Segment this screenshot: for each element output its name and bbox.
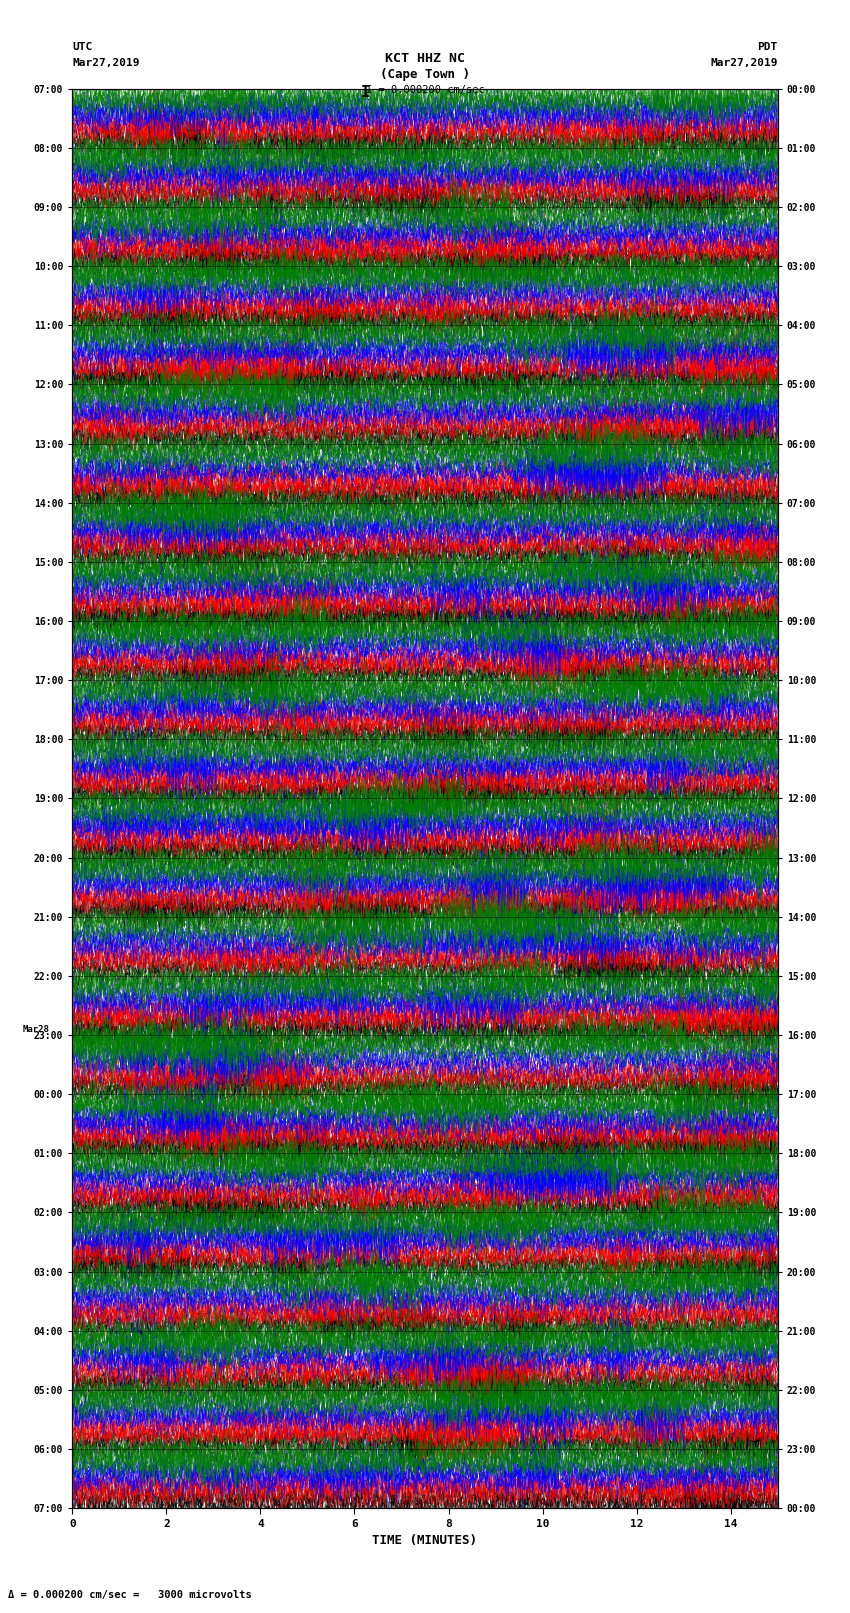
Text: Mar27,2019: Mar27,2019 <box>72 58 139 68</box>
Text: PDT: PDT <box>757 42 778 52</box>
Text: I = 0.000200 cm/sec: I = 0.000200 cm/sec <box>366 85 484 95</box>
Text: I: I <box>361 85 370 100</box>
Text: (Cape Town ): (Cape Town ) <box>380 68 470 81</box>
Text: Δ = 0.000200 cm/sec =   3000 microvolts: Δ = 0.000200 cm/sec = 3000 microvolts <box>8 1590 252 1600</box>
Text: UTC: UTC <box>72 42 93 52</box>
Text: KCT HHZ NC: KCT HHZ NC <box>385 52 465 65</box>
X-axis label: TIME (MINUTES): TIME (MINUTES) <box>372 1534 478 1547</box>
Text: Mar27,2019: Mar27,2019 <box>711 58 778 68</box>
Text: Mar28: Mar28 <box>23 1024 50 1034</box>
